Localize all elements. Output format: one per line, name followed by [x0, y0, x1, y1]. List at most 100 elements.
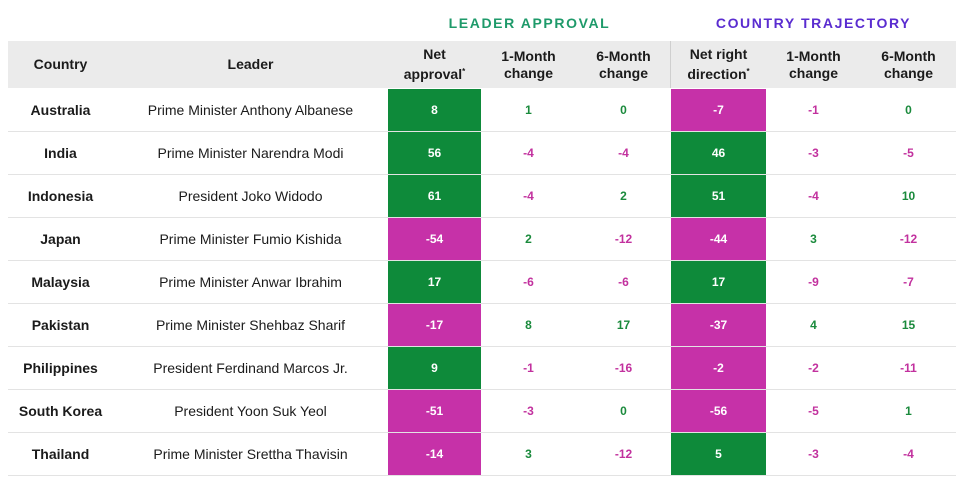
cell-ct-1m: -2 [808, 361, 819, 375]
cell-la-1m: 2 [525, 232, 532, 246]
cell-ct-6m: -11 [900, 361, 917, 375]
cell-net-approval: 56 [388, 132, 481, 174]
cell-country: Thailand [31, 446, 90, 462]
cell-country: Malaysia [31, 274, 90, 290]
cell-la-6m: -4 [618, 146, 629, 160]
cell-la-1m: -1 [523, 361, 534, 375]
header-net-approval: Net approval* [388, 41, 481, 88]
cell-ct-1m: -1 [808, 103, 819, 117]
table-row: Australia Prime Minister Anthony Albanese… [8, 89, 956, 132]
header-country-6m: 6-Month change [861, 41, 956, 88]
table-header: Country Leader Net approval* 1-Month chang… [8, 41, 956, 88]
cell-ct-6m: 10 [901, 189, 916, 203]
cell-leader: President Yoon Suk Yeol [174, 403, 327, 419]
header-country-1m: 1-Month change [766, 41, 861, 88]
cell-net-approval: 17 [388, 261, 481, 303]
cell-la-6m: 2 [620, 189, 627, 203]
table-row: India Prime Minister Narendra Modi 56 -4 -4 4… [8, 132, 956, 175]
cell-ct-1m: -3 [808, 146, 819, 160]
cell-leader: Prime Minister Narendra Modi [157, 145, 344, 161]
cell-net-approval: -14 [388, 433, 481, 475]
cell-net-approval: -17 [388, 304, 481, 346]
cell-net-approval: 9 [388, 347, 481, 389]
cell-ct-1m: 3 [810, 232, 817, 246]
cell-country: Japan [40, 231, 81, 247]
cell-net-approval: 8 [388, 89, 481, 131]
cell-country: Indonesia [27, 188, 94, 204]
cell-la-6m: 0 [620, 404, 627, 418]
cell-ct-6m: -12 [899, 232, 918, 246]
header-label: Net approval* [403, 46, 466, 82]
cell-la-6m: -12 [614, 232, 633, 246]
cell-la-6m: 0 [620, 103, 627, 117]
cell-ct-6m: -5 [903, 146, 914, 160]
cell-net-right: -56 [671, 390, 766, 432]
cell-la-1m: -4 [523, 189, 534, 203]
cell-net-right: 51 [671, 175, 766, 217]
header-leader-1m: 1-Month change [481, 41, 576, 88]
table-row: Pakistan Prime Minister Shehbaz Sharif -17… [8, 304, 956, 347]
cell-leader: Prime Minister Anthony Albanese [147, 102, 354, 118]
country-trajectory-title: COUNTRY TRAJECTORY [715, 15, 912, 31]
cell-ct-6m: -7 [903, 275, 914, 289]
cell-net-approval: -51 [388, 390, 481, 432]
cell-la-6m: -6 [618, 275, 629, 289]
cell-ct-1m: 4 [810, 318, 817, 332]
header-label: 6-Month change [881, 47, 936, 81]
header-net-right: Net right direction* [671, 41, 766, 88]
cell-la-1m: 1 [525, 103, 532, 117]
table-row: Malaysia Prime Minister Anwar Ibrahim 17 -6… [8, 261, 956, 304]
cell-ct-1m: -9 [808, 275, 819, 289]
cell-la-6m: -12 [614, 447, 633, 461]
cell-net-approval: 61 [388, 175, 481, 217]
cell-leader: Prime Minister Shehbaz Sharif [155, 317, 346, 333]
cell-net-right: -2 [671, 347, 766, 389]
header-label: Net right direction* [687, 46, 750, 82]
cell-la-6m: 17 [616, 318, 631, 332]
table-row: Japan Prime Minister Fumio Kishida -54 2 -12… [8, 218, 956, 261]
header-leader: Leader [227, 56, 274, 72]
table-row: Thailand Prime Minister Srettha Thavisin -… [8, 433, 956, 476]
table-row: Indonesia President Joko Widodo 61 -4 2 51 -4 1… [8, 175, 956, 218]
header-leader-6m: 6-Month change [576, 41, 671, 88]
cell-ct-6m: 15 [901, 318, 916, 332]
cell-ct-1m: -5 [808, 404, 819, 418]
cell-net-approval: -54 [388, 218, 481, 260]
cell-country: Australia [30, 102, 91, 118]
cell-country: India [44, 145, 77, 161]
cell-net-right: -44 [671, 218, 766, 260]
cell-ct-6m: 1 [905, 404, 912, 418]
leader-approval-title: LEADER APPROVAL [448, 15, 611, 31]
cell-ct-6m: 0 [905, 103, 912, 117]
cell-net-right: 46 [671, 132, 766, 174]
cell-leader: Prime Minister Fumio Kishida [159, 231, 342, 247]
cell-leader: Prime Minister Anwar Ibrahim [159, 274, 342, 290]
cell-leader: President Ferdinand Marcos Jr. [153, 360, 348, 376]
cell-net-right: 5 [671, 433, 766, 475]
cell-ct-1m: -4 [808, 189, 819, 203]
cell-la-1m: 8 [525, 318, 532, 332]
cell-net-right: 17 [671, 261, 766, 303]
cell-ct-1m: -3 [808, 447, 819, 461]
cell-la-1m: -6 [523, 275, 534, 289]
cell-country: South Korea [18, 403, 103, 419]
header-label: 1-Month change [786, 47, 841, 81]
header-label: 6-Month change [596, 47, 651, 81]
cell-ct-6m: -4 [903, 447, 914, 461]
table-row: Philippines President Ferdinand Marcos Jr… [8, 347, 956, 390]
cell-la-1m: 3 [525, 447, 532, 461]
header-separator [670, 41, 671, 88]
cell-country: Philippines [23, 360, 98, 376]
header-country: Country [33, 56, 88, 72]
cell-leader: Prime Minister Srettha Thavisin [153, 446, 348, 462]
cell-country: Pakistan [31, 317, 90, 333]
cell-net-right: -7 [671, 89, 766, 131]
cell-la-1m: -3 [523, 404, 534, 418]
header-label: 1-Month change [501, 47, 556, 81]
cell-la-6m: -16 [614, 361, 633, 375]
cell-la-1m: -4 [523, 146, 534, 160]
table-row: South Korea President Yoon Suk Yeol -51 -3 0… [8, 390, 956, 433]
cell-leader: President Joko Widodo [178, 188, 323, 204]
cell-net-right: -37 [671, 304, 766, 346]
